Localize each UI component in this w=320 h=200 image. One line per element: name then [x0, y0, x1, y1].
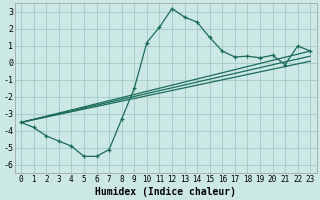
- X-axis label: Humidex (Indice chaleur): Humidex (Indice chaleur): [95, 186, 236, 197]
